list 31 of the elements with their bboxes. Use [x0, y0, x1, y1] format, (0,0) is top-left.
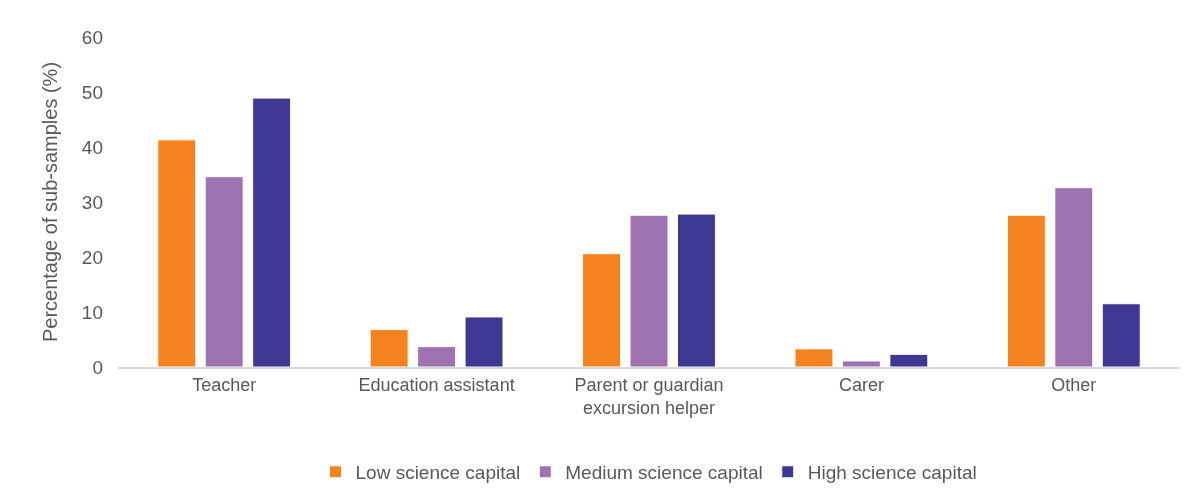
x-tick-label: Parent or guardian excursion helper — [574, 374, 724, 418]
y-tick-label: 10 — [81, 301, 103, 323]
bar — [369, 329, 409, 367]
y-tick-label: 30 — [81, 191, 103, 213]
bar — [157, 139, 197, 367]
y-tick-label: 50 — [81, 81, 103, 103]
bar — [417, 346, 457, 367]
legend-label: High science capital — [807, 462, 977, 484]
bar — [889, 353, 929, 367]
bar — [1101, 303, 1141, 367]
bar — [204, 176, 244, 367]
bar — [1054, 187, 1094, 367]
y-axis-title: Percentage of sub-samples (%) — [39, 61, 62, 343]
legend-label: Low science capital — [355, 462, 521, 484]
x-tick-label: Other — [1051, 374, 1097, 395]
bar — [794, 348, 834, 367]
x-tick-label: Teacher — [192, 374, 257, 395]
y-tick-label: 0 — [92, 356, 103, 378]
y-tick-label: 60 — [81, 26, 103, 48]
y-tick-label: 40 — [81, 136, 103, 158]
bar — [252, 97, 292, 367]
bar — [841, 360, 881, 367]
bar — [464, 316, 504, 367]
bar — [1006, 214, 1046, 367]
legend-label: Medium science capital — [565, 462, 763, 484]
y-tick-label: 20 — [81, 246, 103, 268]
x-tick-label: Carer — [838, 374, 884, 395]
bar — [676, 213, 716, 367]
bar — [582, 253, 622, 367]
bar — [629, 214, 669, 367]
x-tick-label: Education assistant — [358, 374, 515, 395]
